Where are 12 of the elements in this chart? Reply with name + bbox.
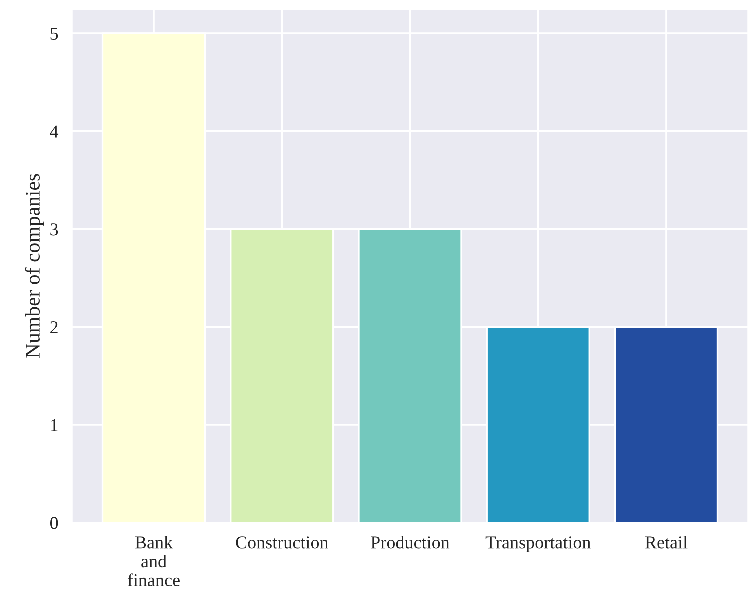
x-tick-label: Retail: [645, 536, 688, 549]
x-tick-label: Bank and finance: [128, 536, 180, 587]
y-tick-label: 5: [50, 28, 58, 40]
y-tick-label: 2: [50, 321, 58, 334]
x-tick-label: Transportation: [486, 536, 591, 552]
y-tick-label: 3: [50, 224, 58, 236]
y-tick-label: 0: [50, 517, 58, 530]
y-tick-label: 1: [51, 419, 58, 432]
x-tick-label: Construction: [236, 536, 328, 549]
x-tick-label: Production: [371, 536, 450, 549]
y-axis-title: Number of companies: [25, 174, 44, 358]
y-tick-label: 4: [50, 126, 59, 138]
